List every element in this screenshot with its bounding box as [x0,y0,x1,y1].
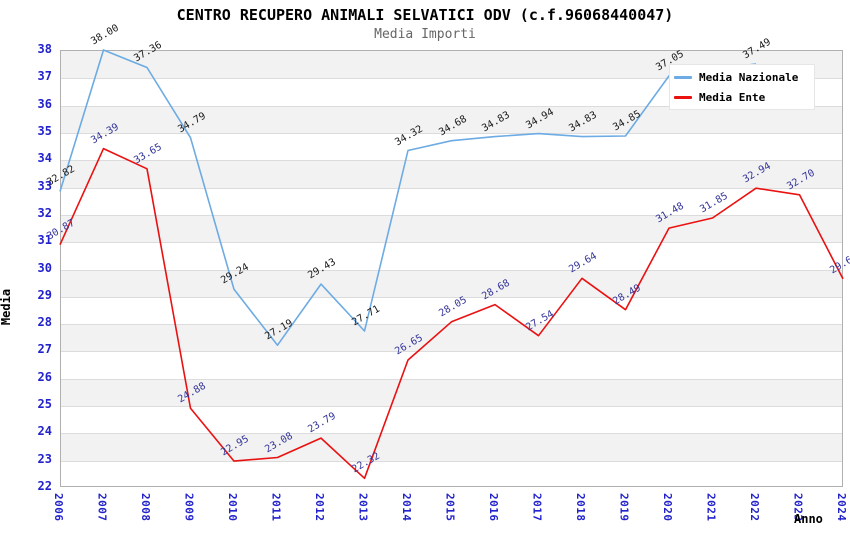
legend-label-media-ente: Media Ente [699,90,766,104]
gridline [61,105,842,107]
x-tick-label: 2022 [748,493,761,522]
gridline [61,296,842,298]
x-tick-label: 2013 [356,493,370,522]
x-tick-label: 2008 [139,493,152,522]
y-tick-label: 36 [37,96,52,111]
series-line-0 [59,49,757,347]
y-tick-label: 27 [37,342,52,357]
y-tick-label: 22 [37,479,52,493]
gridline [61,406,842,408]
y-tick-label: 29 [37,287,52,302]
y-axis-title: Media [0,288,14,326]
gridline [61,460,842,462]
y-tick-label: 34 [37,151,52,166]
y-tick-label: 38 [37,42,52,56]
y-tick-label: 25 [37,397,52,412]
legend-line-swatch-blue [674,75,692,79]
plot-band [61,269,842,297]
y-tick-label: 23 [37,451,52,466]
x-tick-label: 2007 [95,493,109,522]
plot-band [61,296,842,325]
plot-band [61,406,842,434]
y-tick-label: 37 [37,69,52,84]
chart-title: CENTRO RECUPERO ANIMALI SELVATICI ODV (c… [176,6,674,24]
plot-band [61,160,842,188]
x-tick-label: 2009 [182,493,196,522]
series-line-1 [59,147,844,480]
x-tick-label: 2023 [791,493,805,522]
y-tick-label: 28 [37,315,52,330]
plot-band [61,214,842,243]
x-tick-label: 2006 [52,493,65,522]
gridline [61,187,842,189]
gridline [61,324,842,326]
gridline [61,214,842,216]
plot-band [61,460,842,486]
x-tick-label: 2019 [617,493,631,522]
x-axis-title: Anno [794,512,823,526]
x-tick-label: 2011 [269,493,283,522]
x-tick-label: 2016 [487,493,500,522]
x-tick-label: 2012 [313,493,326,522]
gridline [61,242,842,244]
legend-item-media-ente: Media Ente [674,91,810,104]
gridline [61,351,842,353]
legend-label-media-nazionale: Media Nazionale [699,70,799,84]
legend: Media Nazionale Media Ente [669,64,815,110]
series-lines [59,49,844,480]
gridline [61,132,842,134]
plot-band [61,351,842,379]
x-tick-label: 2024 [835,493,848,522]
y-tick-label: 31 [37,233,52,248]
y-tick-label: 35 [37,123,52,138]
plot-band [61,187,842,215]
x-tick-label: 2015 [443,493,457,522]
x-tick-label: 2021 [704,493,718,522]
x-tick-label: 2017 [530,493,544,522]
gridline [61,78,842,80]
plot-band [61,324,842,352]
plot-band [61,433,842,461]
plot-area [60,50,843,487]
y-tick-label: 32 [37,205,52,220]
y-tick-label: 33 [37,178,52,193]
plot-band [61,105,842,133]
gridline [61,160,842,162]
gridline [61,433,842,435]
legend-line-swatch-red [674,95,692,99]
gridline [61,378,842,380]
chart-subtitle: Media Importi [374,27,476,42]
plot-band [61,378,842,407]
plot-band [61,242,842,270]
y-tick-label: 24 [37,424,52,439]
x-tick-label: 2014 [400,493,413,522]
y-tick-label: 30 [37,260,52,275]
x-tick-label: 2010 [226,493,239,522]
x-tick-label: 2018 [574,493,587,522]
x-tick-label: 2020 [661,493,674,522]
gridline [61,269,842,271]
legend-item-media-nazionale: Media Nazionale [674,71,810,84]
y-tick-label: 26 [37,369,52,384]
